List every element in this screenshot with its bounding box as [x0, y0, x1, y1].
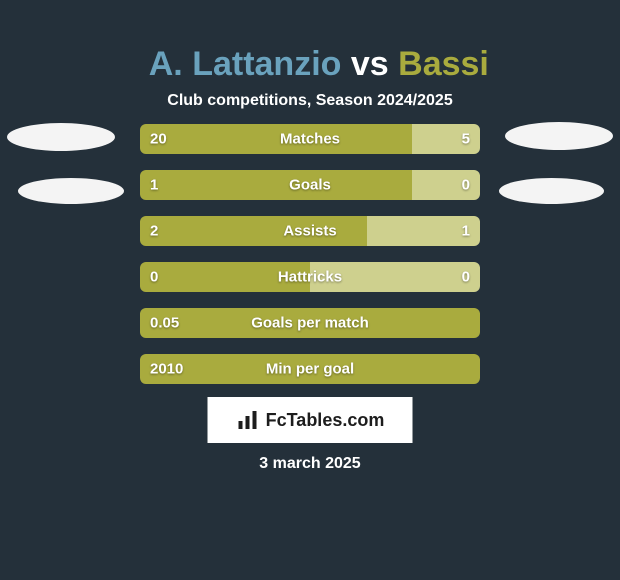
- stat-value-a: 1: [150, 177, 158, 194]
- footer-date: 3 march 2025: [0, 455, 620, 473]
- stat-value-a: 0.05: [150, 315, 179, 332]
- stat-row: 205Matches: [140, 124, 480, 154]
- player-b-name: Bassi: [398, 45, 489, 83]
- stat-bar-player-a: [140, 308, 480, 338]
- stat-row: 2010Min per goal: [140, 354, 480, 384]
- stat-row: 10Goals: [140, 170, 480, 200]
- player-a-avatar-shadow: [18, 178, 124, 204]
- stat-bar-player-a: [140, 124, 412, 154]
- stat-bar-player-a: [140, 262, 310, 292]
- chart-icon: [236, 408, 260, 432]
- stat-value-a: 2: [150, 223, 158, 240]
- vs-separator: vs: [341, 45, 398, 83]
- stat-value-b: 0: [462, 177, 470, 194]
- comparison-title: A. Lattanzio vs Bassi: [0, 0, 620, 84]
- stat-value-a: 2010: [150, 361, 183, 378]
- stat-bar-player-a: [140, 170, 412, 200]
- stat-value-b: 1: [462, 223, 470, 240]
- fctables-logo[interactable]: FcTables.com: [208, 397, 413, 443]
- stat-bar-player-a: [140, 216, 367, 246]
- player-a-name: A. Lattanzio: [149, 45, 342, 83]
- stat-bar-player-a: [140, 354, 480, 384]
- stat-row: 21Assists: [140, 216, 480, 246]
- stat-row: 0.05Goals per match: [140, 308, 480, 338]
- player-b-avatar-shadow: [499, 178, 604, 204]
- stat-value-b: 0: [462, 269, 470, 286]
- stat-value-a: 0: [150, 269, 158, 286]
- stat-row: 00Hattricks: [140, 262, 480, 292]
- subtitle: Club competitions, Season 2024/2025: [0, 92, 620, 110]
- stat-value-a: 20: [150, 131, 167, 148]
- player-b-avatar: [505, 122, 613, 150]
- player-a-avatar: [7, 123, 115, 151]
- stat-bars: 205Matches10Goals21Assists00Hattricks0.0…: [140, 124, 480, 400]
- stat-bar-player-b: [310, 262, 480, 292]
- logo-text: FcTables.com: [266, 410, 385, 431]
- stat-value-b: 5: [462, 131, 470, 148]
